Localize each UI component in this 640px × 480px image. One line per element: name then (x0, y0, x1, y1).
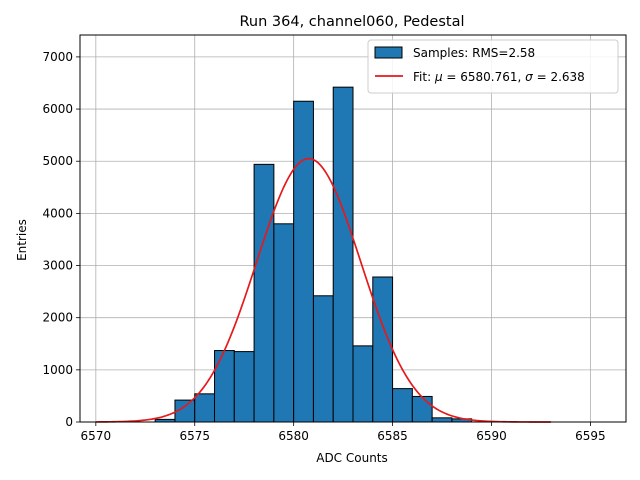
histogram-bar (194, 393, 216, 423)
histogram-bar (253, 163, 275, 423)
chart-title: Run 364, channel060, Pedestal (239, 14, 464, 30)
y-tick-label: 2000 (42, 311, 73, 325)
fit-mu-text: = 6580.761, (443, 70, 526, 84)
x-tick-label: 6595 (575, 429, 606, 443)
fit-sigma-text: = 2.638 (533, 70, 585, 84)
histogram-bar (214, 350, 235, 423)
axis-ticks: 6570 6575 6580 6585 6590 6595 0 1000 2000 3000 400… (42, 50, 605, 443)
legend-swatch-histogram (374, 46, 403, 59)
y-tick-label: 6000 (42, 102, 73, 116)
histogram-bar (332, 86, 354, 423)
x-tick-label: 6590 (476, 429, 507, 443)
legend-label-fit: Fit: μ = 6580.761, σ = 2.638 (413, 70, 585, 84)
histogram-bar (372, 276, 394, 423)
mu-symbol: μ (434, 70, 443, 84)
x-axis-label: ADC Counts (316, 451, 388, 465)
y-tick-label: 7000 (42, 50, 73, 64)
x-tick-label: 6575 (179, 429, 210, 443)
histogram-bar (293, 100, 314, 423)
legend-label-histogram: Samples: RMS=2.58 (413, 46, 535, 60)
histogram-bar (352, 345, 374, 423)
y-tick-label: 0 (65, 415, 73, 429)
y-tick-label: 3000 (42, 259, 73, 273)
fit-curve-layer (95, 157, 551, 423)
histogram-bar (411, 395, 433, 423)
y-axis-label: Entries (15, 219, 29, 261)
histogram-bar (392, 388, 413, 423)
y-tick-label: 1000 (42, 363, 73, 377)
x-tick-label: 6585 (377, 429, 408, 443)
histogram-bar (431, 417, 453, 423)
histogram-bar (312, 295, 334, 423)
plot-frame (79, 34, 627, 423)
legend-box (367, 39, 619, 94)
x-tick-label: 6570 (81, 429, 112, 443)
histogram-bars (154, 86, 473, 423)
fit-curve (95, 157, 551, 423)
histogram-bar (273, 223, 295, 423)
y-tick-label: 5000 (42, 154, 73, 168)
x-tick-label: 6580 (278, 429, 309, 443)
sigma-symbol: σ (525, 70, 533, 84)
legend: Samples: RMS=2.58 Fit: μ = 6580.761, σ =… (367, 39, 619, 94)
fit-prefix: Fit: (413, 70, 435, 84)
histogram-bar (233, 351, 255, 423)
y-tick-label: 4000 (42, 206, 73, 220)
